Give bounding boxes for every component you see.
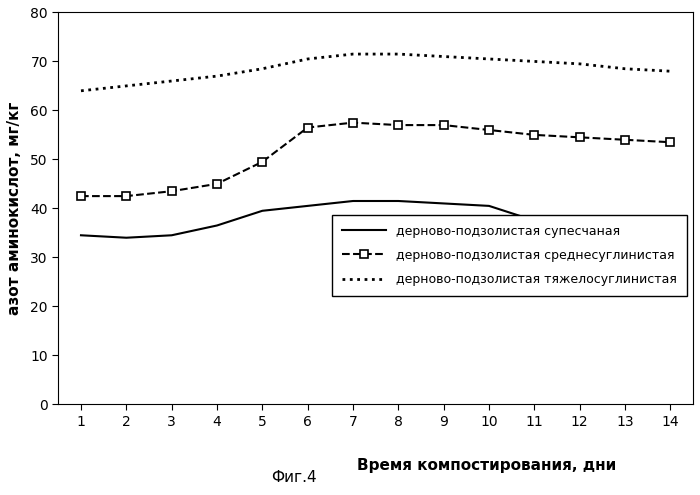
дерново-подзолистая супесчаная xyxy=(167,232,176,238)
дерново-подзолистая среднесуглинистая xyxy=(167,188,176,194)
дерново-подзолистая супесчаная xyxy=(349,198,357,204)
дерново-подзолистая тяжелосуглинистая xyxy=(394,51,402,57)
дерново-подзолистая тяжелосуглинистая xyxy=(258,66,267,72)
дерново-подзолистая супесчаная xyxy=(530,218,538,224)
Legend: дерново-подзолистая супесчаная, дерново-подзолистая среднесуглинистая, дерново-п: дерново-подзолистая супесчаная, дерново-… xyxy=(332,215,687,296)
дерново-подзолистая тяжелосуглинистая xyxy=(621,66,629,72)
дерново-подзолистая среднесуглинистая xyxy=(666,139,675,145)
дерново-подзолистая тяжелосуглинистая xyxy=(575,61,584,67)
дерново-подзолистая тяжелосуглинистая xyxy=(440,53,448,59)
дерново-подзолистая супесчаная xyxy=(621,223,629,229)
дерново-подзолистая тяжелосуглинистая xyxy=(485,56,494,62)
Line: дерново-подзолистая супесчаная: дерново-подзолистая супесчаная xyxy=(81,201,671,238)
дерново-подзолистая среднесуглинистая xyxy=(575,134,584,140)
дерново-подзолистая среднесуглинистая xyxy=(122,193,130,199)
дерново-подзолистая среднесуглинистая xyxy=(304,125,312,131)
дерново-подзолистая среднесуглинистая xyxy=(213,181,221,187)
Text: Время компостирования, дни: Время компостирования, дни xyxy=(357,458,616,473)
дерново-подзолистая супесчаная xyxy=(575,220,584,226)
дерново-подзолистая среднесуглинистая xyxy=(394,122,402,128)
дерново-подзолистая среднесуглинистая xyxy=(530,132,538,138)
дерново-подзолистая тяжелосуглинистая xyxy=(167,78,176,84)
дерново-подзолистая среднесуглинистая xyxy=(485,127,494,133)
дерново-подзолистая тяжелосуглинистая xyxy=(77,88,85,94)
дерново-подзолистая среднесуглинистая xyxy=(440,122,448,128)
дерново-подзолистая супесчаная xyxy=(394,198,402,204)
дерново-подзолистая тяжелосуглинистая xyxy=(349,51,357,57)
дерново-подзолистая среднесуглинистая xyxy=(77,193,85,199)
дерново-подзолистая супесчаная xyxy=(122,235,130,241)
дерново-подзолистая супесчаная xyxy=(440,200,448,206)
дерново-подзолистая супесчаная xyxy=(666,225,675,231)
дерново-подзолистая тяжелосуглинистая xyxy=(304,56,312,62)
Text: Фиг.4: Фиг.4 xyxy=(271,470,317,485)
дерново-подзолистая среднесуглинистая xyxy=(621,137,629,143)
дерново-подзолистая супесчаная xyxy=(485,203,494,209)
дерново-подзолистая среднесуглинистая xyxy=(349,120,357,126)
Line: дерново-подзолистая тяжелосуглинистая: дерново-подзолистая тяжелосуглинистая xyxy=(81,54,671,91)
дерново-подзолистая супесчаная xyxy=(258,208,267,214)
дерново-подзолистая супесчаная xyxy=(213,223,221,229)
дерново-подзолистая тяжелосуглинистая xyxy=(213,73,221,79)
дерново-подзолистая тяжелосуглинистая xyxy=(530,58,538,64)
дерново-подзолистая тяжелосуглинистая xyxy=(122,83,130,89)
Y-axis label: азот аминокислот, мг/кг: азот аминокислот, мг/кг xyxy=(7,101,22,315)
дерново-подзолистая тяжелосуглинистая xyxy=(666,68,675,74)
Line: дерново-подзолистая среднесуглинистая: дерново-подзолистая среднесуглинистая xyxy=(77,118,675,200)
дерново-подзолистая супесчаная xyxy=(77,232,85,238)
дерново-подзолистая супесчаная xyxy=(304,203,312,209)
дерново-подзолистая среднесуглинистая xyxy=(258,159,267,165)
